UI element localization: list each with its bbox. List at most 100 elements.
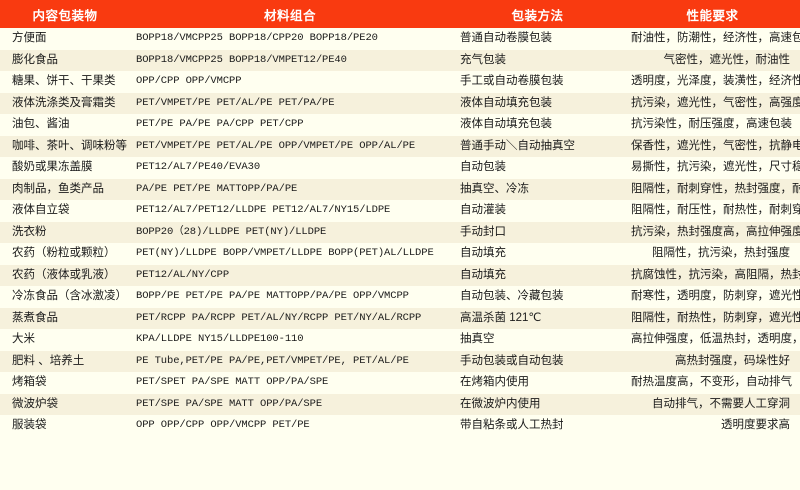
table-row: 膨化食品 BOPP18/VMCPP25 BOPP18/VMPET12/PE40 充气… bbox=[0, 49, 800, 71]
cell-content: 酸奶或果冻盖膜 bbox=[12, 161, 93, 173]
table-row: 肥料 、培养土 PE Tube,PET/PE PA/PE,PET/VMPET/PE… bbox=[0, 350, 800, 372]
cell-material: OPP/CPP OPP/VMCPP bbox=[136, 75, 242, 87]
cell-performance: 阻隔性，抗污染，热封强度 bbox=[652, 247, 790, 259]
cell-method: 液体自动填充包装 bbox=[460, 96, 552, 109]
cell-content: 洗衣粉 bbox=[12, 225, 47, 238]
table-row: 服装袋 OPP OPP/CPP OPP/VMCPP PET/PE 带自粘条或人工热封… bbox=[0, 415, 800, 437]
cell-method: 手动封口 bbox=[460, 225, 506, 238]
table-row: 农药（液体或乳液） PET12/AL/NY/CPP 自动填充 抗腐蚀性，抗污染，高阻隔… bbox=[0, 264, 800, 286]
table-row: 洗衣粉 BOPP20（28)/LLDPE PET(NY)/LLDPE 手动封口 抗污染… bbox=[0, 221, 800, 243]
table-body: 方便面 BOPP18/VMCPP25 BOPP18/CPP20 BOPP18/PE… bbox=[0, 28, 800, 437]
cell-performance: 阻隔性，耐刺穿性，热封强度，耐热性 bbox=[631, 182, 800, 195]
cell-performance: 耐热温度高，不变形，自动排气 bbox=[631, 376, 792, 388]
table-row: 烤箱袋 PET/SPET PA/SPE MATT OPP/PA/SPE 在烤箱内使用… bbox=[0, 372, 800, 394]
cell-method: 带自粘条或人工热封 bbox=[460, 419, 564, 431]
specification-table: 内容包装物 材料组合 包装方法 性能要求 方便面 BOPP18/VMCPP25 B… bbox=[0, 0, 800, 437]
cell-content: 肥料 、培养土 bbox=[12, 354, 85, 367]
cell-method: 普通手动＼自动抽真空 bbox=[460, 139, 575, 152]
cell-material: PET12/AL7/PE40/EVA30 bbox=[136, 161, 261, 173]
cell-material: PET/SPE PA/SPE MATT OPP/PA/SPE bbox=[136, 397, 323, 410]
table-row: 液体洗涤类及膏霜类 PET/VMPET/PE PET/AL/PE PET/PA/P… bbox=[0, 92, 800, 114]
cell-performance: 高热封强度，码垛性好 bbox=[675, 354, 790, 367]
cell-material: PET/VMPET/PE PET/AL/PE PET/PA/PE bbox=[136, 96, 335, 109]
cell-material: PET(NY)/LLDPE BOPP/VMPET/LLDPE BOPP(PET)… bbox=[136, 247, 434, 259]
table-row: 液体自立袋 PET12/AL7/PET12/LLDPE PET12/AL7/NY1… bbox=[0, 200, 800, 222]
header-row: 内容包装物 材料组合 包装方法 性能要求 bbox=[0, 0, 800, 28]
cell-content: 液体自立袋 bbox=[12, 204, 70, 216]
cell-material: PA/PE PET/PE MATTOPP/PA/PE bbox=[136, 182, 298, 195]
column-header-content: 内容包装物 bbox=[32, 8, 98, 23]
cell-content: 烤箱袋 bbox=[12, 376, 47, 388]
cell-method: 手动包装或自动包装 bbox=[460, 354, 564, 367]
table-row: 农药（粉粒或颗粒） PET(NY)/LLDPE BOPP/VMPET/LLDPE … bbox=[0, 243, 800, 265]
cell-material: PET/PE PA/PE PA/CPP PET/CPP bbox=[136, 118, 304, 130]
cell-performance: 透明度，光泽度，装潢性，经济性 bbox=[631, 75, 800, 87]
cell-performance: 抗污染性，耐压强度，高速包装 bbox=[631, 118, 792, 130]
cell-performance: 抗污染，遮光性，气密性，高强度 bbox=[631, 96, 800, 109]
cell-content: 服装袋 bbox=[12, 419, 47, 431]
table-row: 糖果、饼干、干果类 OPP/CPP OPP/VMCPP 手工或自动卷膜包装 透明度，光… bbox=[0, 71, 800, 93]
cell-method: 手工或自动卷膜包装 bbox=[460, 75, 564, 87]
cell-method: 自动包装、冷藏包装 bbox=[460, 290, 564, 302]
cell-method: 抽真空 bbox=[460, 333, 495, 345]
cell-method: 普通自动卷膜包装 bbox=[460, 32, 552, 44]
cell-material: BOPP18/VMCPP25 BOPP18/VMPET12/PE40 bbox=[136, 53, 347, 66]
cell-content: 大米 bbox=[12, 333, 35, 345]
cell-method: 在微波炉内使用 bbox=[460, 397, 541, 410]
cell-method: 高温杀菌 121℃ bbox=[460, 311, 542, 324]
cell-content: 咖啡、茶叶、调味粉等 bbox=[12, 139, 127, 152]
cell-performance: 自动排气，不需要人工穿洞 bbox=[652, 397, 790, 410]
table-row: 方便面 BOPP18/VMCPP25 BOPP18/CPP20 BOPP18/PE… bbox=[0, 28, 800, 50]
cell-content: 肉制品，鱼类产品 bbox=[12, 182, 104, 195]
cell-content: 冷冻食品（含冰激凌） bbox=[12, 290, 127, 302]
cell-method: 自动包装 bbox=[460, 161, 506, 173]
cell-content: 糖果、饼干、干果类 bbox=[12, 75, 116, 87]
cell-material: PET/SPET PA/SPE MATT OPP/PA/SPE bbox=[136, 376, 329, 388]
cell-material: PE Tube,PET/PE PA/PE,PET/VMPET/PE, PET/A… bbox=[136, 354, 409, 367]
cell-performance: 耐寒性，透明度，防刺穿，遮光性 bbox=[631, 290, 800, 302]
cell-content: 液体洗涤类及膏霜类 bbox=[12, 96, 116, 109]
cell-content: 膨化食品 bbox=[12, 53, 58, 66]
table-row: 大米 KPA/LLDPE NY15/LLDPE100-110 抽真空 高拉伸强度，低温… bbox=[0, 329, 800, 351]
table-row: 微波炉袋 PET/SPE PA/SPE MATT OPP/PA/SPE 在微波炉内使… bbox=[0, 393, 800, 415]
column-header-material: 材料组合 bbox=[263, 8, 316, 23]
cell-material: PET/VMPET/PE PET/AL/PE OPP/VMPET/PE OPP/… bbox=[136, 139, 416, 152]
cell-performance: 气密性，遮光性，耐油性 bbox=[663, 53, 791, 66]
cell-performance: 阻隔性，耐压性，耐热性，耐刺穿，抗污染 bbox=[631, 204, 800, 216]
cell-method: 液体自动填充包装 bbox=[460, 118, 552, 130]
cell-performance: 抗污染，热封强度高，高拉伸强度 bbox=[631, 225, 800, 238]
table-row: 冷冻食品（含冰激凌） BOPP/PE PET/PE PA/PE MATTOPP/P… bbox=[0, 286, 800, 308]
cell-method: 自动填充 bbox=[460, 247, 506, 259]
table-row: 蒸煮食品 PET/RCPP PA/RCPP PET/AL/NY/RCPP PET/… bbox=[0, 307, 800, 329]
cell-material: BOPP20（28)/LLDPE PET(NY)/LLDPE bbox=[136, 225, 327, 238]
cell-material: PET12/AL7/PET12/LLDPE PET12/AL7/NY15/LDP… bbox=[136, 204, 391, 216]
table-row: 酸奶或果冻盖膜 PET12/AL7/PE40/EVA30 自动包装 易撕性，抗污染，遮… bbox=[0, 157, 800, 179]
cell-performance: 保香性，遮光性，气密性，抗静电 bbox=[631, 139, 800, 152]
table-row: 油包、酱油 PET/PE PA/PE PA/CPP PET/CPP 液体自动填充包装… bbox=[0, 114, 800, 136]
cell-material: PET12/AL/NY/CPP bbox=[136, 268, 230, 281]
column-header-method: 包装方法 bbox=[511, 8, 564, 23]
cell-method: 自动灌装 bbox=[460, 204, 506, 216]
column-header-performance: 性能要求 bbox=[686, 8, 739, 23]
cell-content: 微波炉袋 bbox=[12, 397, 58, 410]
cell-performance: 抗腐蚀性，抗污染，高阻隔，热封强度 bbox=[631, 268, 800, 281]
cell-content: 农药（粉粒或颗粒） bbox=[12, 247, 116, 259]
cell-content: 方便面 bbox=[12, 32, 47, 44]
cell-content: 油包、酱油 bbox=[12, 118, 70, 130]
cell-content: 农药（液体或乳液） bbox=[12, 268, 116, 281]
cell-material: BOPP/PE PET/PE PA/PE MATTOPP/PA/PE OPP/V… bbox=[136, 290, 409, 302]
cell-material: OPP OPP/CPP OPP/VMCPP PET/PE bbox=[136, 419, 310, 431]
cell-method: 自动填充 bbox=[460, 268, 506, 281]
cell-material: BOPP18/VMCPP25 BOPP18/CPP20 BOPP18/PE20 bbox=[136, 32, 378, 44]
cell-method: 抽真空、冷冻 bbox=[460, 182, 529, 195]
cell-performance: 阻隔性，耐热性，防刺穿，遮光性 bbox=[631, 311, 800, 324]
cell-performance: 高拉伸强度，低温热封，透明度，手挽强度高 bbox=[631, 333, 800, 345]
cell-performance: 透明度要求高 bbox=[721, 419, 790, 431]
table-row: 咖啡、茶叶、调味粉等 PET/VMPET/PE PET/AL/PE OPP/VMP… bbox=[0, 135, 800, 157]
cell-content: 蒸煮食品 bbox=[12, 311, 58, 324]
cell-performance: 耐油性，防潮性，经济性，高速包装 bbox=[631, 32, 800, 44]
cell-method: 在烤箱内使用 bbox=[460, 376, 529, 388]
cell-material: KPA/LLDPE NY15/LLDPE100-110 bbox=[136, 333, 304, 345]
cell-material: PET/RCPP PA/RCPP PET/AL/NY/RCPP PET/NY/A… bbox=[136, 311, 422, 324]
table-header: 内容包装物 材料组合 包装方法 性能要求 bbox=[0, 0, 800, 28]
